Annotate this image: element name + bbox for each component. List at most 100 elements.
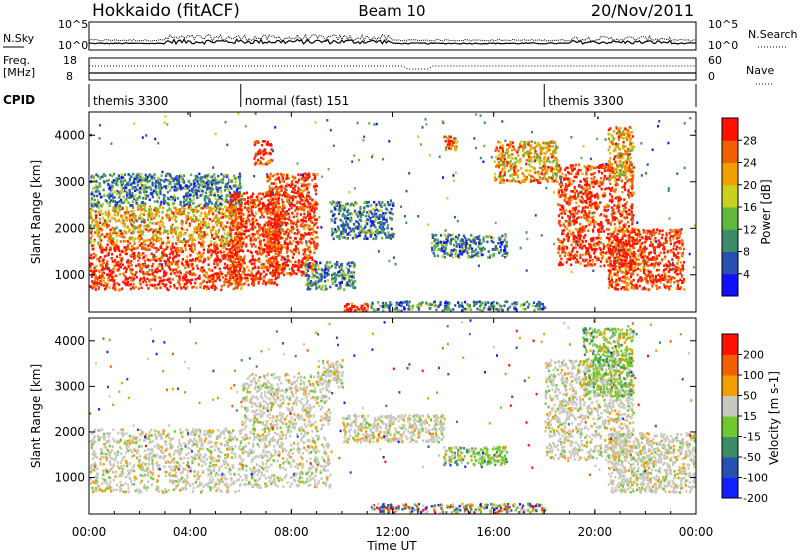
- power-cell: [212, 207, 214, 210]
- power-cell: [213, 262, 215, 265]
- power-cell: [206, 188, 208, 191]
- power-cell: [180, 247, 182, 250]
- power-cell: [194, 229, 196, 232]
- power-cell: [338, 213, 340, 216]
- power-cell: [109, 229, 111, 232]
- power-cell: [235, 204, 237, 207]
- power-cell: [306, 257, 308, 260]
- power-cell: [282, 218, 284, 221]
- power-cell: [185, 240, 187, 243]
- power-cell: [480, 302, 482, 305]
- power-cell: [434, 255, 436, 258]
- power-cell: [483, 307, 485, 310]
- power-cell: [295, 196, 297, 199]
- power-cell: [391, 228, 393, 231]
- power-cell: [241, 284, 243, 287]
- power-cell: [297, 193, 299, 196]
- power-cell: [252, 221, 254, 224]
- power-cell: [123, 201, 125, 204]
- power-cell: [242, 242, 244, 245]
- power-cell: [92, 187, 94, 190]
- power-cell: [195, 206, 197, 209]
- power-cell: [219, 279, 221, 282]
- power-cell: [184, 187, 186, 190]
- power-cell: [382, 222, 384, 225]
- power-cell: [246, 192, 248, 195]
- power-cell: [459, 246, 461, 249]
- power-cell: [231, 218, 233, 221]
- power-cell: [478, 242, 480, 245]
- power-cell: [267, 160, 269, 163]
- power-cell: [340, 281, 342, 284]
- power-cell: [151, 216, 153, 219]
- power-cell: [134, 257, 136, 260]
- power-cell: [259, 227, 261, 230]
- power-cell: [273, 212, 275, 215]
- power-cell: [375, 237, 377, 240]
- power-cell: [398, 309, 400, 312]
- power-cell: [180, 186, 182, 189]
- power-cell: [190, 200, 192, 203]
- power-cell: [277, 173, 279, 176]
- power-cell: [468, 238, 470, 241]
- power-cell: [95, 284, 97, 287]
- power-cell: [169, 174, 171, 177]
- power-cell: [230, 264, 232, 267]
- power-cell: [458, 234, 460, 237]
- power-cell: [259, 247, 261, 250]
- power-cell: [473, 250, 475, 253]
- power-cell: [505, 252, 507, 255]
- power-cell: [252, 235, 254, 238]
- power-cell: [119, 209, 121, 212]
- power-cell: [376, 229, 378, 232]
- power-cell: [117, 207, 119, 210]
- power-cell: [151, 258, 153, 261]
- power-cell: [147, 258, 149, 261]
- power-cell: [278, 237, 280, 240]
- power-cell: [431, 242, 433, 245]
- power-cell: [498, 308, 500, 311]
- power-cell: [343, 288, 345, 291]
- power-cell: [245, 220, 247, 223]
- power-cell: [109, 205, 111, 208]
- power-cell: [195, 189, 197, 192]
- power-cell: [231, 205, 233, 208]
- power-cell: [103, 280, 105, 283]
- power-cell: [267, 228, 269, 231]
- power-cell: [169, 256, 171, 259]
- power-cell: [394, 308, 396, 311]
- power-cell: [205, 214, 207, 217]
- power-cell: [257, 253, 259, 256]
- power-cell: [176, 210, 178, 213]
- power-cell: [352, 286, 354, 289]
- power-cell: [284, 191, 286, 194]
- power-cell: [240, 287, 242, 290]
- power-cell: [537, 308, 539, 311]
- power-cell: [216, 277, 218, 280]
- power-cell: [385, 208, 387, 211]
- power-cell: [172, 198, 174, 201]
- power-cell: [185, 271, 187, 274]
- power-cell: [349, 227, 351, 230]
- power-cell: [302, 222, 304, 225]
- power-cell: [313, 241, 315, 244]
- power-cell: [294, 261, 296, 264]
- power-cell: [123, 180, 125, 183]
- power-cell: [126, 217, 128, 220]
- power-cell: [215, 197, 217, 200]
- power-cell: [166, 279, 168, 282]
- power-cell: [318, 277, 320, 280]
- power-cell: [220, 225, 222, 228]
- power-cell: [209, 209, 211, 212]
- power-cell: [224, 174, 226, 177]
- power-cell: [446, 244, 448, 247]
- power-cell: [270, 261, 272, 264]
- power-cell: [229, 248, 231, 251]
- power-cell: [329, 261, 331, 264]
- power-cell: [108, 220, 110, 223]
- power-cell: [416, 304, 418, 307]
- power-cell: [351, 303, 353, 306]
- power-cell: [228, 202, 230, 205]
- power-cell: [258, 236, 260, 239]
- power-cell: [141, 204, 143, 207]
